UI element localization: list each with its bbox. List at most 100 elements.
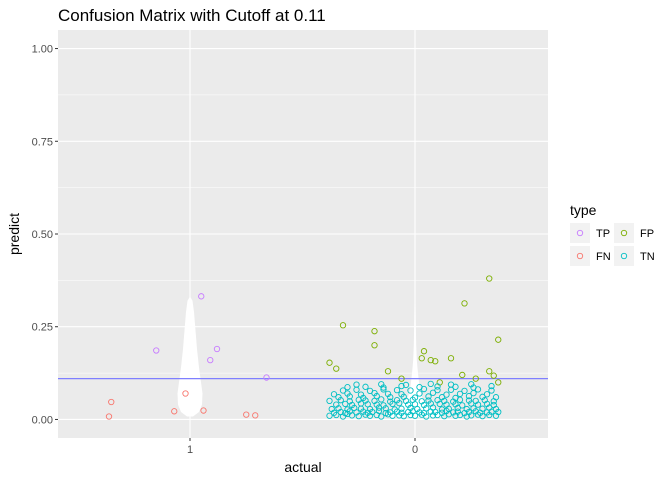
legend-label-tp: TP	[596, 228, 610, 240]
legend-key-tp	[570, 223, 590, 243]
point-tn	[391, 406, 398, 413]
point-tn	[434, 387, 441, 394]
point-tn	[463, 405, 470, 413]
point-fp	[447, 355, 455, 362]
data-points	[105, 275, 502, 420]
point-fn	[108, 398, 115, 406]
point-tn	[427, 380, 434, 387]
point-tn	[454, 408, 461, 415]
point-tn	[339, 387, 347, 394]
point-tp	[153, 347, 160, 354]
point-fn	[171, 408, 178, 415]
point-fp	[490, 372, 497, 379]
point-tn	[450, 409, 457, 416]
point-fp	[420, 348, 428, 355]
point-tn	[472, 397, 479, 405]
point-tn	[344, 390, 351, 397]
point-tn	[438, 406, 446, 413]
y-tick-label: 0.75	[32, 136, 53, 148]
y-tick-label: 0.25	[32, 322, 53, 334]
point-fp	[384, 368, 392, 375]
point-fp	[495, 379, 502, 386]
point-fn	[200, 407, 207, 414]
point-tn	[488, 382, 495, 390]
point-tp	[198, 293, 205, 300]
point-tn	[344, 384, 351, 391]
legend-key-fp	[614, 223, 634, 243]
legend-label-fn: FN	[596, 251, 611, 263]
y-tick-label: 0.50	[32, 229, 53, 241]
point-tn	[407, 387, 414, 394]
point-tn	[398, 409, 405, 416]
point-fp	[495, 336, 502, 343]
point-tn	[328, 405, 335, 413]
x-tick-label: 1	[187, 444, 193, 456]
axes: 0.00 0.25 0.50 0.75 1.00 1 0	[32, 44, 418, 456]
point-tn	[326, 397, 333, 405]
point-fp	[427, 356, 434, 364]
point-tn	[416, 384, 423, 391]
point-tn	[346, 398, 353, 405]
point-tn	[479, 393, 486, 400]
point-tn	[398, 391, 405, 398]
point-tn	[378, 381, 385, 388]
point-tn	[353, 381, 360, 388]
point-tn	[434, 383, 441, 390]
point-tn	[393, 387, 401, 394]
point-fn	[182, 390, 189, 397]
point-fp	[339, 322, 347, 329]
x-axis-title: actual	[284, 459, 321, 475]
point-tn	[468, 381, 475, 388]
point-tn	[492, 394, 500, 401]
legend-symbol-tp	[576, 229, 584, 237]
point-tn	[452, 394, 459, 402]
violin-actual-0	[387, 278, 443, 418]
point-tn	[429, 389, 437, 396]
point-tn	[490, 401, 497, 409]
point-tn	[342, 400, 349, 408]
point-tn	[398, 405, 405, 412]
violins	[177, 278, 443, 418]
point-fn	[105, 413, 113, 420]
point-fp	[418, 355, 425, 362]
legend-symbol-fn	[576, 252, 584, 260]
point-tn	[488, 387, 495, 394]
point-tn	[344, 406, 351, 413]
legend-label-tn: TN	[640, 251, 655, 263]
point-tn	[378, 396, 385, 403]
point-tn	[382, 409, 389, 417]
point-tn	[456, 390, 464, 398]
point-fn	[252, 412, 259, 419]
point-fp	[333, 365, 340, 372]
point-tn	[465, 397, 473, 404]
point-tn	[416, 390, 423, 397]
point-fp	[371, 328, 378, 335]
point-fp	[461, 300, 468, 307]
point-fp	[486, 368, 493, 375]
point-tn	[402, 381, 410, 389]
chart-title: Confusion Matrix with Cutoff at 0.11	[58, 6, 326, 25]
point-tn	[384, 390, 392, 398]
point-tn	[357, 391, 365, 398]
point-tn	[425, 397, 432, 404]
point-fp	[432, 358, 439, 365]
y-axis-title: predict	[6, 213, 22, 255]
point-tn	[425, 393, 432, 400]
violin-actual-1	[177, 296, 203, 417]
point-tn	[418, 398, 425, 405]
point-tn	[366, 387, 374, 395]
legend-symbol-tn	[620, 252, 628, 260]
point-tp	[263, 374, 270, 381]
point-tn	[483, 391, 491, 398]
legend-label-fp: FP	[640, 228, 654, 240]
legend-items: TP FN FP TN	[570, 223, 655, 266]
x-tick-label: 0	[412, 444, 418, 456]
point-tn	[398, 382, 405, 390]
point-fp	[398, 375, 405, 382]
point-fp	[472, 375, 479, 382]
point-tp	[213, 345, 221, 353]
point-tn	[438, 394, 446, 401]
point-fp	[486, 275, 493, 282]
point-fp	[326, 359, 333, 366]
